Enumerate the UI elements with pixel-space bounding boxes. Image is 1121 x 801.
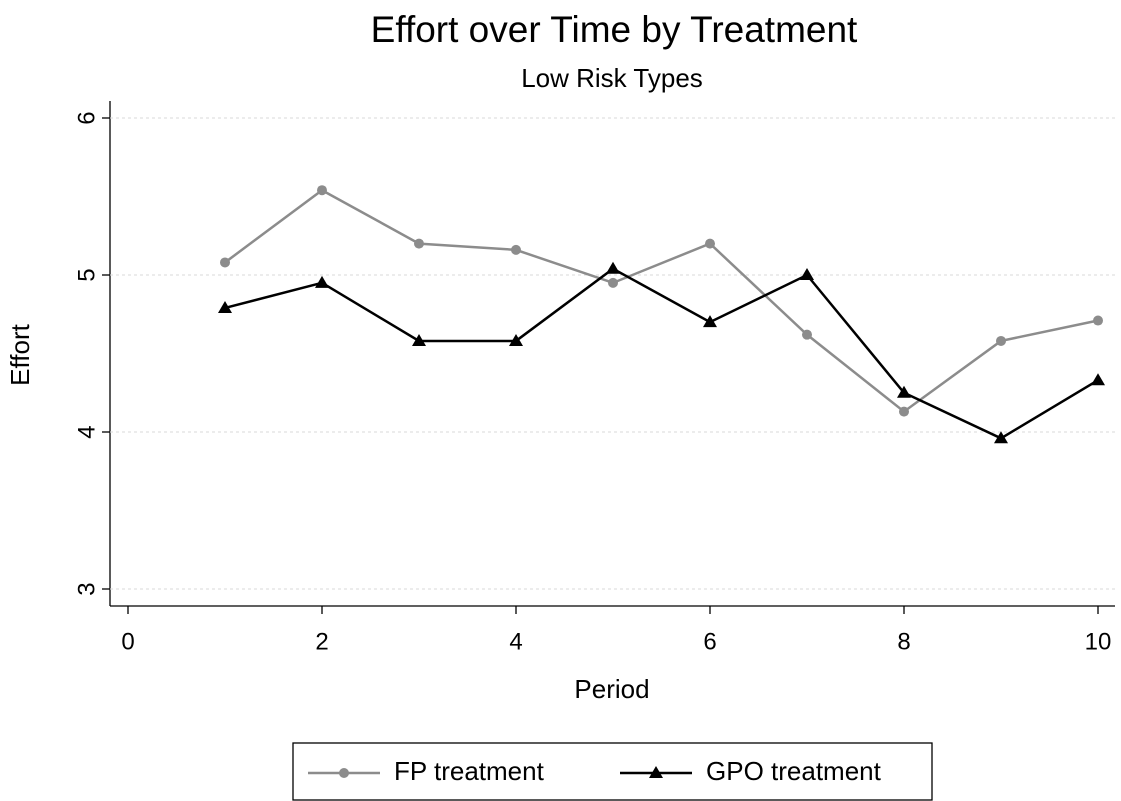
x-tick-label: 6 bbox=[703, 628, 716, 655]
series-line bbox=[224, 267, 1099, 440]
x-tick-label: 4 bbox=[509, 628, 522, 655]
marker bbox=[606, 261, 620, 274]
chart-subtitle: Low Risk Types bbox=[521, 63, 703, 93]
marker bbox=[897, 385, 911, 398]
x-tick-label: 8 bbox=[897, 628, 910, 655]
legend-label: GPO treatment bbox=[706, 756, 882, 786]
marker bbox=[339, 768, 349, 778]
marker bbox=[218, 300, 232, 313]
marker bbox=[509, 333, 523, 346]
marker bbox=[414, 238, 424, 249]
marker bbox=[800, 268, 814, 280]
x-axis-label: Period bbox=[574, 674, 649, 704]
chart-title: Effort over Time by Treatment bbox=[371, 9, 858, 50]
y-tick-label: 5 bbox=[73, 268, 100, 281]
marker bbox=[315, 275, 329, 288]
marker bbox=[649, 766, 663, 778]
y-tick-label: 6 bbox=[73, 111, 100, 124]
marker bbox=[802, 329, 812, 340]
marker bbox=[220, 257, 230, 268]
y-axis-label: Effort bbox=[5, 323, 35, 385]
y-tick-label: 4 bbox=[73, 425, 100, 438]
x-tick-label: 10 bbox=[1085, 628, 1112, 655]
marker bbox=[899, 406, 909, 417]
marker bbox=[317, 185, 327, 196]
series-line bbox=[224, 188, 1099, 414]
marker bbox=[996, 335, 1006, 346]
marker bbox=[1091, 373, 1105, 386]
marker bbox=[705, 238, 715, 249]
marker bbox=[412, 333, 426, 346]
marker bbox=[703, 315, 717, 328]
y-tick-label: 3 bbox=[73, 582, 100, 595]
marker bbox=[511, 244, 521, 255]
marker bbox=[608, 277, 618, 288]
marker bbox=[1093, 315, 1103, 326]
marker bbox=[994, 431, 1008, 444]
x-tick-label: 2 bbox=[315, 628, 328, 655]
legend-box bbox=[292, 742, 933, 801]
legend-label: FP treatment bbox=[394, 756, 545, 786]
x-tick-label: 0 bbox=[121, 628, 134, 655]
